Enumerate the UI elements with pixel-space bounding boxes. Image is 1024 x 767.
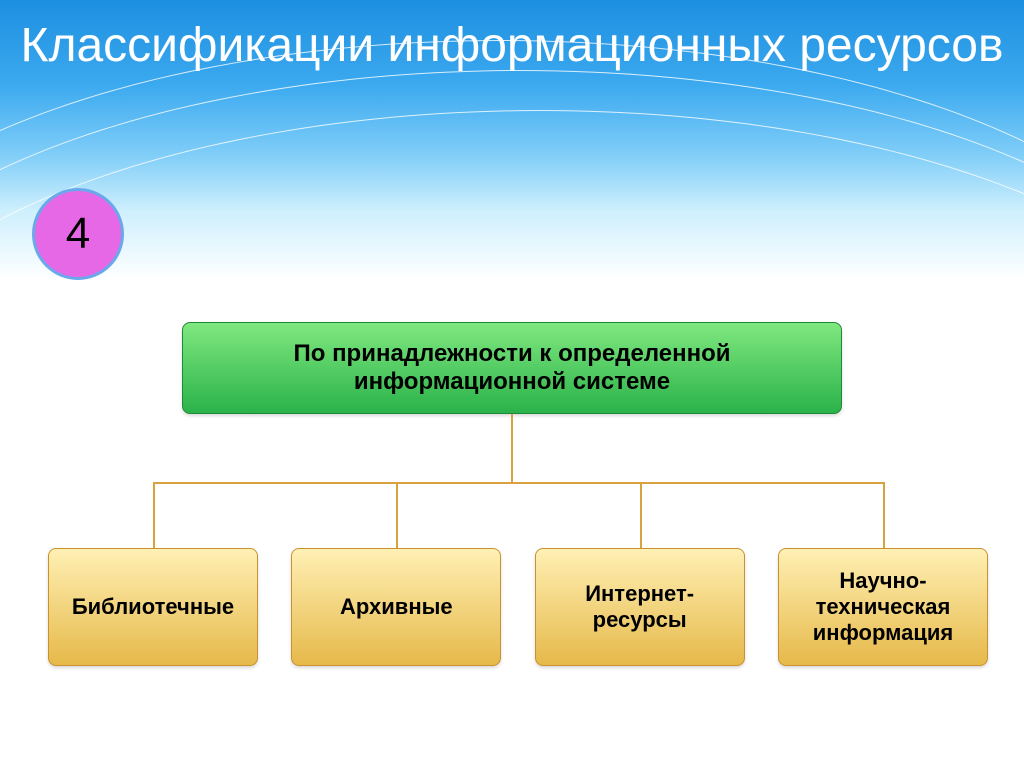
leaf-node: Научно-техническая информация xyxy=(778,548,988,666)
slide-title: Классификации информационных ресурсов xyxy=(0,18,1024,73)
connector-line xyxy=(153,482,155,548)
leaf-node: Библиотечные xyxy=(48,548,258,666)
leaf-node: Архивные xyxy=(291,548,501,666)
connector-line xyxy=(640,482,642,548)
connector-line xyxy=(883,482,885,548)
connector-line xyxy=(396,482,398,548)
header-background: Классификации информационных ресурсов xyxy=(0,0,1024,280)
leaf-node: Интернет-ресурсы xyxy=(535,548,745,666)
slide: Классификации информационных ресурсов 4 … xyxy=(0,0,1024,767)
connector-line xyxy=(153,482,885,484)
leaf-row: Библиотечные Архивные Интернет-ресурсы Науч… xyxy=(48,548,988,666)
root-node: По принадлежности к определенной информа… xyxy=(182,322,842,414)
connector-line xyxy=(511,414,513,482)
slide-number-badge: 4 xyxy=(32,188,124,280)
